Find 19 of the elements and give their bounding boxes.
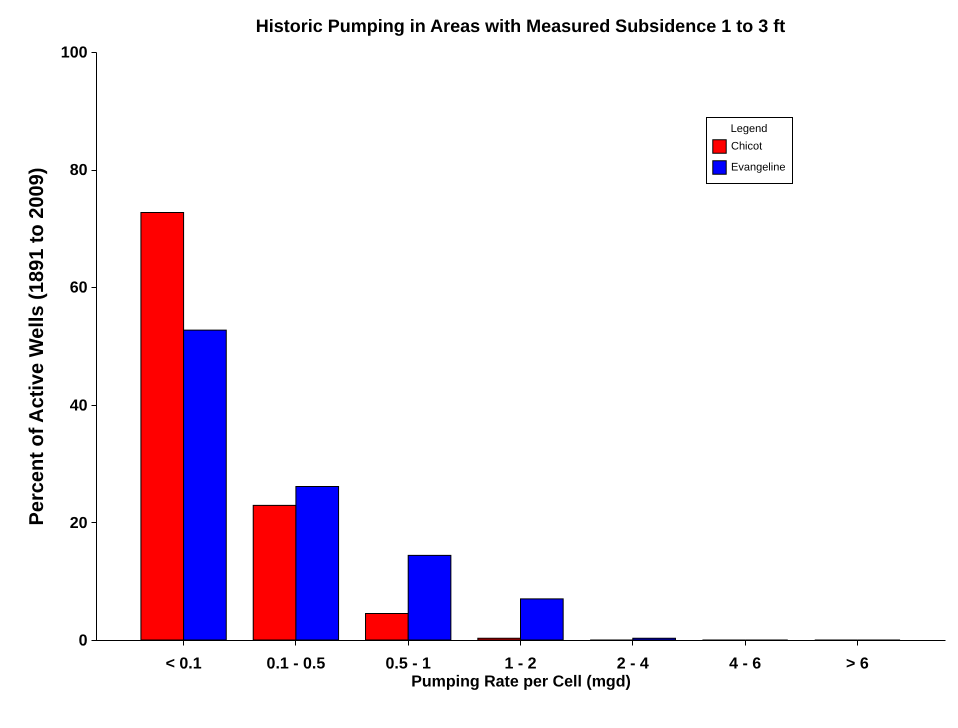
y-tick-label: 0 [78, 632, 88, 650]
y-tick-label: 40 [70, 397, 88, 414]
x-tick-label: 4 - 6 [729, 656, 762, 672]
legend-title: Legend [730, 123, 768, 135]
legend-label: Chicot [731, 140, 762, 152]
x-tick-label: 0.5 - 1 [386, 656, 431, 672]
x-tick-label: 0.1 - 0.5 [266, 656, 326, 672]
y-axis-title: Percent of Active Wells (1891 to 2009) [26, 168, 48, 526]
y-tick-label: 60 [70, 280, 88, 297]
x-axis-title: Pumping Rate per Cell (mgd) [411, 674, 631, 690]
y-tick-label: 80 [70, 162, 88, 180]
x-tick-label: > 6 [846, 656, 869, 672]
y-tick-label: 20 [70, 514, 88, 532]
x-tick-label: 2 - 4 [616, 656, 649, 672]
x-tick-label: < 0.1 [166, 656, 202, 672]
legend-label: Evangeline [731, 162, 786, 174]
y-tick-label: 100 [60, 44, 88, 62]
x-tick-label: 1 - 2 [504, 656, 537, 672]
chart-title: Historic Pumping in Areas with Measured Subsidence 1 to 3 ft [256, 16, 786, 36]
